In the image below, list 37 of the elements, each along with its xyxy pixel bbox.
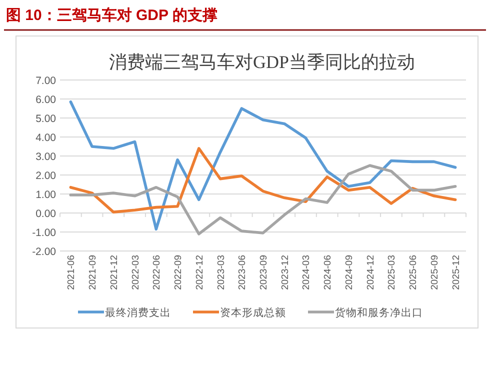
line-series	[69, 147, 457, 214]
x-tick-label: 2024-09	[344, 255, 355, 290]
y-tick-label: 2.00	[36, 170, 56, 182]
x-tick-label: 2023-06	[237, 255, 248, 290]
x-tick-label: 2023-09	[258, 255, 270, 290]
x-tick-label: 2022-12	[194, 255, 206, 290]
x-tick-label: 2025-03	[386, 255, 398, 290]
x-tick-label: 2022-03	[130, 255, 142, 290]
x-tick-label: 2024-12	[365, 255, 376, 290]
y-tick-label: -1.00	[32, 227, 56, 239]
y-tick-label: 0.00	[36, 208, 56, 220]
legend-label: 货物和服务净出口	[335, 306, 423, 319]
legend-label: 最终消费支出	[105, 306, 171, 319]
y-tick-label: -2.00	[32, 246, 56, 258]
y-tick-label: 3.00	[36, 151, 56, 163]
chart-subtitle: 消费端三驾马车对GDP当季同比的拉动	[108, 52, 416, 72]
x-tick-label: 2021-12	[108, 255, 120, 290]
x-tick-label: 2024-03	[301, 255, 312, 290]
y-tick-label: 1.00	[36, 189, 56, 201]
x-tick-label: 2024-06	[322, 255, 334, 290]
x-tick-label: 2023-12	[280, 255, 291, 290]
y-tick-label: 5.00	[36, 113, 56, 125]
x-tick-label: 2025-06	[408, 255, 420, 290]
line-series	[69, 100, 457, 231]
chart-title: 图 10：三驾马车对 GDP 的支撑	[6, 6, 218, 24]
x-tick-label: 2022-06	[152, 255, 163, 290]
x-tick-label: 2025-12	[450, 255, 462, 290]
x-tick-label: 2025-09	[429, 255, 440, 290]
y-tick-label: 6.00	[36, 94, 56, 106]
x-tick-label: 2023-03	[216, 255, 227, 290]
x-tick-label: 2021-09	[88, 255, 99, 290]
x-tick-label: 2022-09	[173, 255, 184, 290]
legend-label: 资本形成总额	[220, 306, 286, 319]
y-tick-label: 4.00	[36, 132, 56, 144]
x-tick-label: 2021-06	[66, 255, 78, 290]
line-series	[69, 164, 457, 236]
y-tick-label: 7.00	[36, 75, 56, 87]
